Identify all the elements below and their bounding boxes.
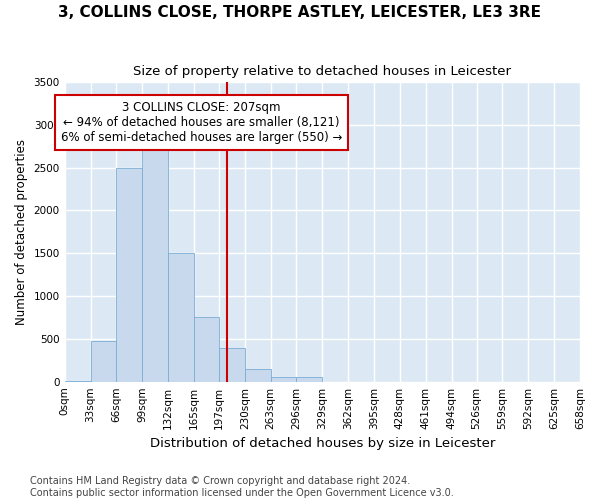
Bar <box>271 378 296 382</box>
Bar <box>219 348 245 382</box>
Text: 3, COLLINS CLOSE, THORPE ASTLEY, LEICESTER, LE3 3RE: 3, COLLINS CLOSE, THORPE ASTLEY, LEICEST… <box>59 5 542 20</box>
Bar <box>91 340 116 382</box>
Title: Size of property relative to detached houses in Leicester: Size of property relative to detached ho… <box>133 65 511 78</box>
Text: 3 COLLINS CLOSE: 207sqm
← 94% of detached houses are smaller (8,121)
6% of semi-: 3 COLLINS CLOSE: 207sqm ← 94% of detache… <box>61 101 343 144</box>
Text: Contains HM Land Registry data © Crown copyright and database right 2024.
Contai: Contains HM Land Registry data © Crown c… <box>30 476 454 498</box>
Bar <box>245 369 271 382</box>
X-axis label: Distribution of detached houses by size in Leicester: Distribution of detached houses by size … <box>149 437 495 450</box>
Bar <box>194 318 219 382</box>
Bar <box>65 381 91 382</box>
Bar <box>168 253 194 382</box>
Y-axis label: Number of detached properties: Number of detached properties <box>15 139 28 325</box>
Bar <box>296 378 322 382</box>
Bar <box>142 142 168 382</box>
Bar <box>116 168 142 382</box>
